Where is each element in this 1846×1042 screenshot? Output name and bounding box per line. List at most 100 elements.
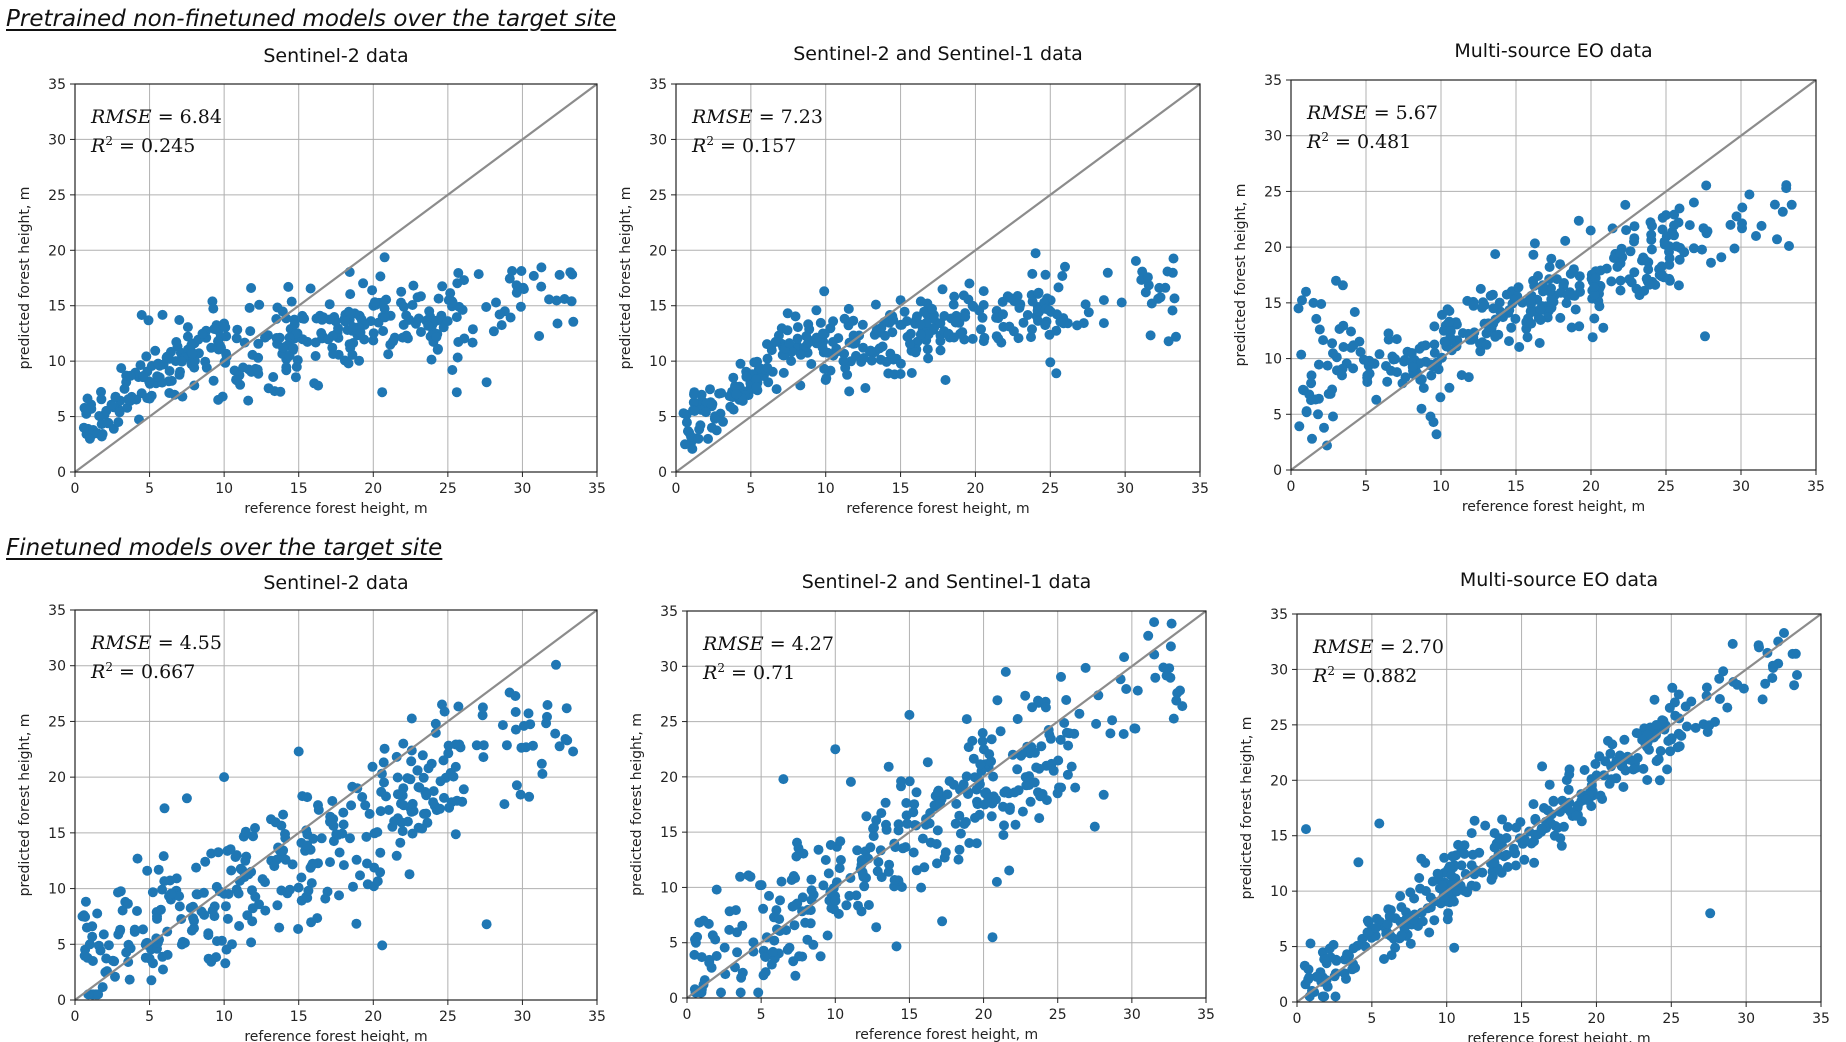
data-point <box>1439 336 1450 347</box>
data-point <box>860 383 871 393</box>
data-point <box>1564 769 1575 780</box>
y-tick-label: 30 <box>48 132 66 148</box>
data-point <box>703 433 713 444</box>
data-point <box>1601 263 1612 274</box>
data-point <box>1130 723 1141 734</box>
data-point <box>976 324 986 335</box>
data-point <box>1751 231 1761 241</box>
data-point <box>1605 748 1616 759</box>
data-point <box>1510 860 1521 871</box>
data-point <box>1418 383 1429 393</box>
data-point <box>1502 822 1513 832</box>
data-point <box>220 901 231 912</box>
y-tick-label: 25 <box>1270 718 1288 734</box>
data-point <box>554 741 565 752</box>
x-tick-label: 5 <box>1367 1011 1376 1027</box>
data-point <box>834 863 845 874</box>
data-point <box>1062 769 1073 780</box>
data-point <box>110 971 120 982</box>
data-point <box>690 937 701 948</box>
data-point <box>1589 282 1600 292</box>
data-point <box>1643 264 1654 275</box>
data-point <box>835 836 846 847</box>
data-point <box>961 714 972 725</box>
data-point <box>1757 694 1768 705</box>
data-point <box>1399 356 1410 367</box>
data-point <box>396 817 407 828</box>
data-point <box>129 926 140 937</box>
data-point <box>243 395 254 406</box>
data-point <box>1301 406 1312 417</box>
data-point <box>1056 671 1066 682</box>
data-point <box>794 951 805 962</box>
data-point <box>406 756 417 767</box>
data-point <box>1362 915 1373 926</box>
data-point <box>993 333 1004 344</box>
data-point <box>817 328 828 339</box>
data-point <box>1700 331 1710 342</box>
data-point <box>405 774 416 785</box>
data-point <box>1384 911 1395 921</box>
data-point <box>823 868 834 879</box>
y-tick-label: 20 <box>48 243 66 259</box>
data-point <box>98 929 109 940</box>
data-point <box>1388 933 1399 944</box>
data-point <box>347 349 358 360</box>
data-point <box>209 324 220 334</box>
data-point <box>737 920 748 931</box>
data-point <box>1348 943 1359 954</box>
data-point <box>1417 916 1428 927</box>
x-tick-label: 30 <box>1732 479 1750 495</box>
x-tick-label: 5 <box>145 481 154 497</box>
x-tick-label: 35 <box>588 481 606 497</box>
data-point <box>1443 908 1454 919</box>
rmse-annotation: RMSE = 5.67 <box>1306 102 1438 124</box>
data-point <box>379 743 390 754</box>
data-point <box>1420 340 1431 351</box>
data-point <box>1362 927 1373 938</box>
data-point <box>379 312 390 323</box>
data-point <box>784 338 795 349</box>
data-point <box>1684 220 1695 231</box>
data-point <box>516 742 527 753</box>
data-point <box>524 791 535 802</box>
data-point <box>187 348 198 359</box>
data-point <box>1590 272 1601 283</box>
data-point <box>1779 628 1789 638</box>
data-point <box>453 268 464 278</box>
data-point <box>899 306 910 317</box>
data-point <box>1322 440 1332 451</box>
plot-frame <box>74 609 598 1001</box>
data-point <box>497 720 508 731</box>
data-point <box>263 383 274 394</box>
data-point <box>1589 289 1600 300</box>
data-point <box>1098 789 1109 800</box>
data-point <box>889 875 900 885</box>
data-point <box>418 772 429 783</box>
data-point <box>122 898 133 909</box>
x-tick-label: 30 <box>1116 481 1134 497</box>
data-point <box>986 811 997 822</box>
y-axis-label: predicted forest height, m <box>618 187 634 370</box>
data-point <box>1293 303 1304 314</box>
data-point <box>110 392 121 403</box>
data-point <box>516 266 527 276</box>
data-point <box>707 930 718 941</box>
data-point <box>970 812 980 823</box>
data-point <box>152 371 163 382</box>
data-point <box>1429 347 1440 358</box>
data-point <box>1556 840 1567 851</box>
data-point <box>528 270 539 281</box>
data-point <box>207 905 218 916</box>
data-point <box>340 316 351 327</box>
data-point <box>459 275 469 286</box>
data-point <box>935 336 946 346</box>
data-point <box>235 863 246 874</box>
data-point <box>1651 720 1662 730</box>
data-point <box>1355 347 1366 357</box>
data-point <box>135 360 146 371</box>
data-point <box>877 341 888 352</box>
data-point <box>96 431 107 442</box>
data-point <box>417 750 428 761</box>
data-point <box>1119 652 1130 663</box>
